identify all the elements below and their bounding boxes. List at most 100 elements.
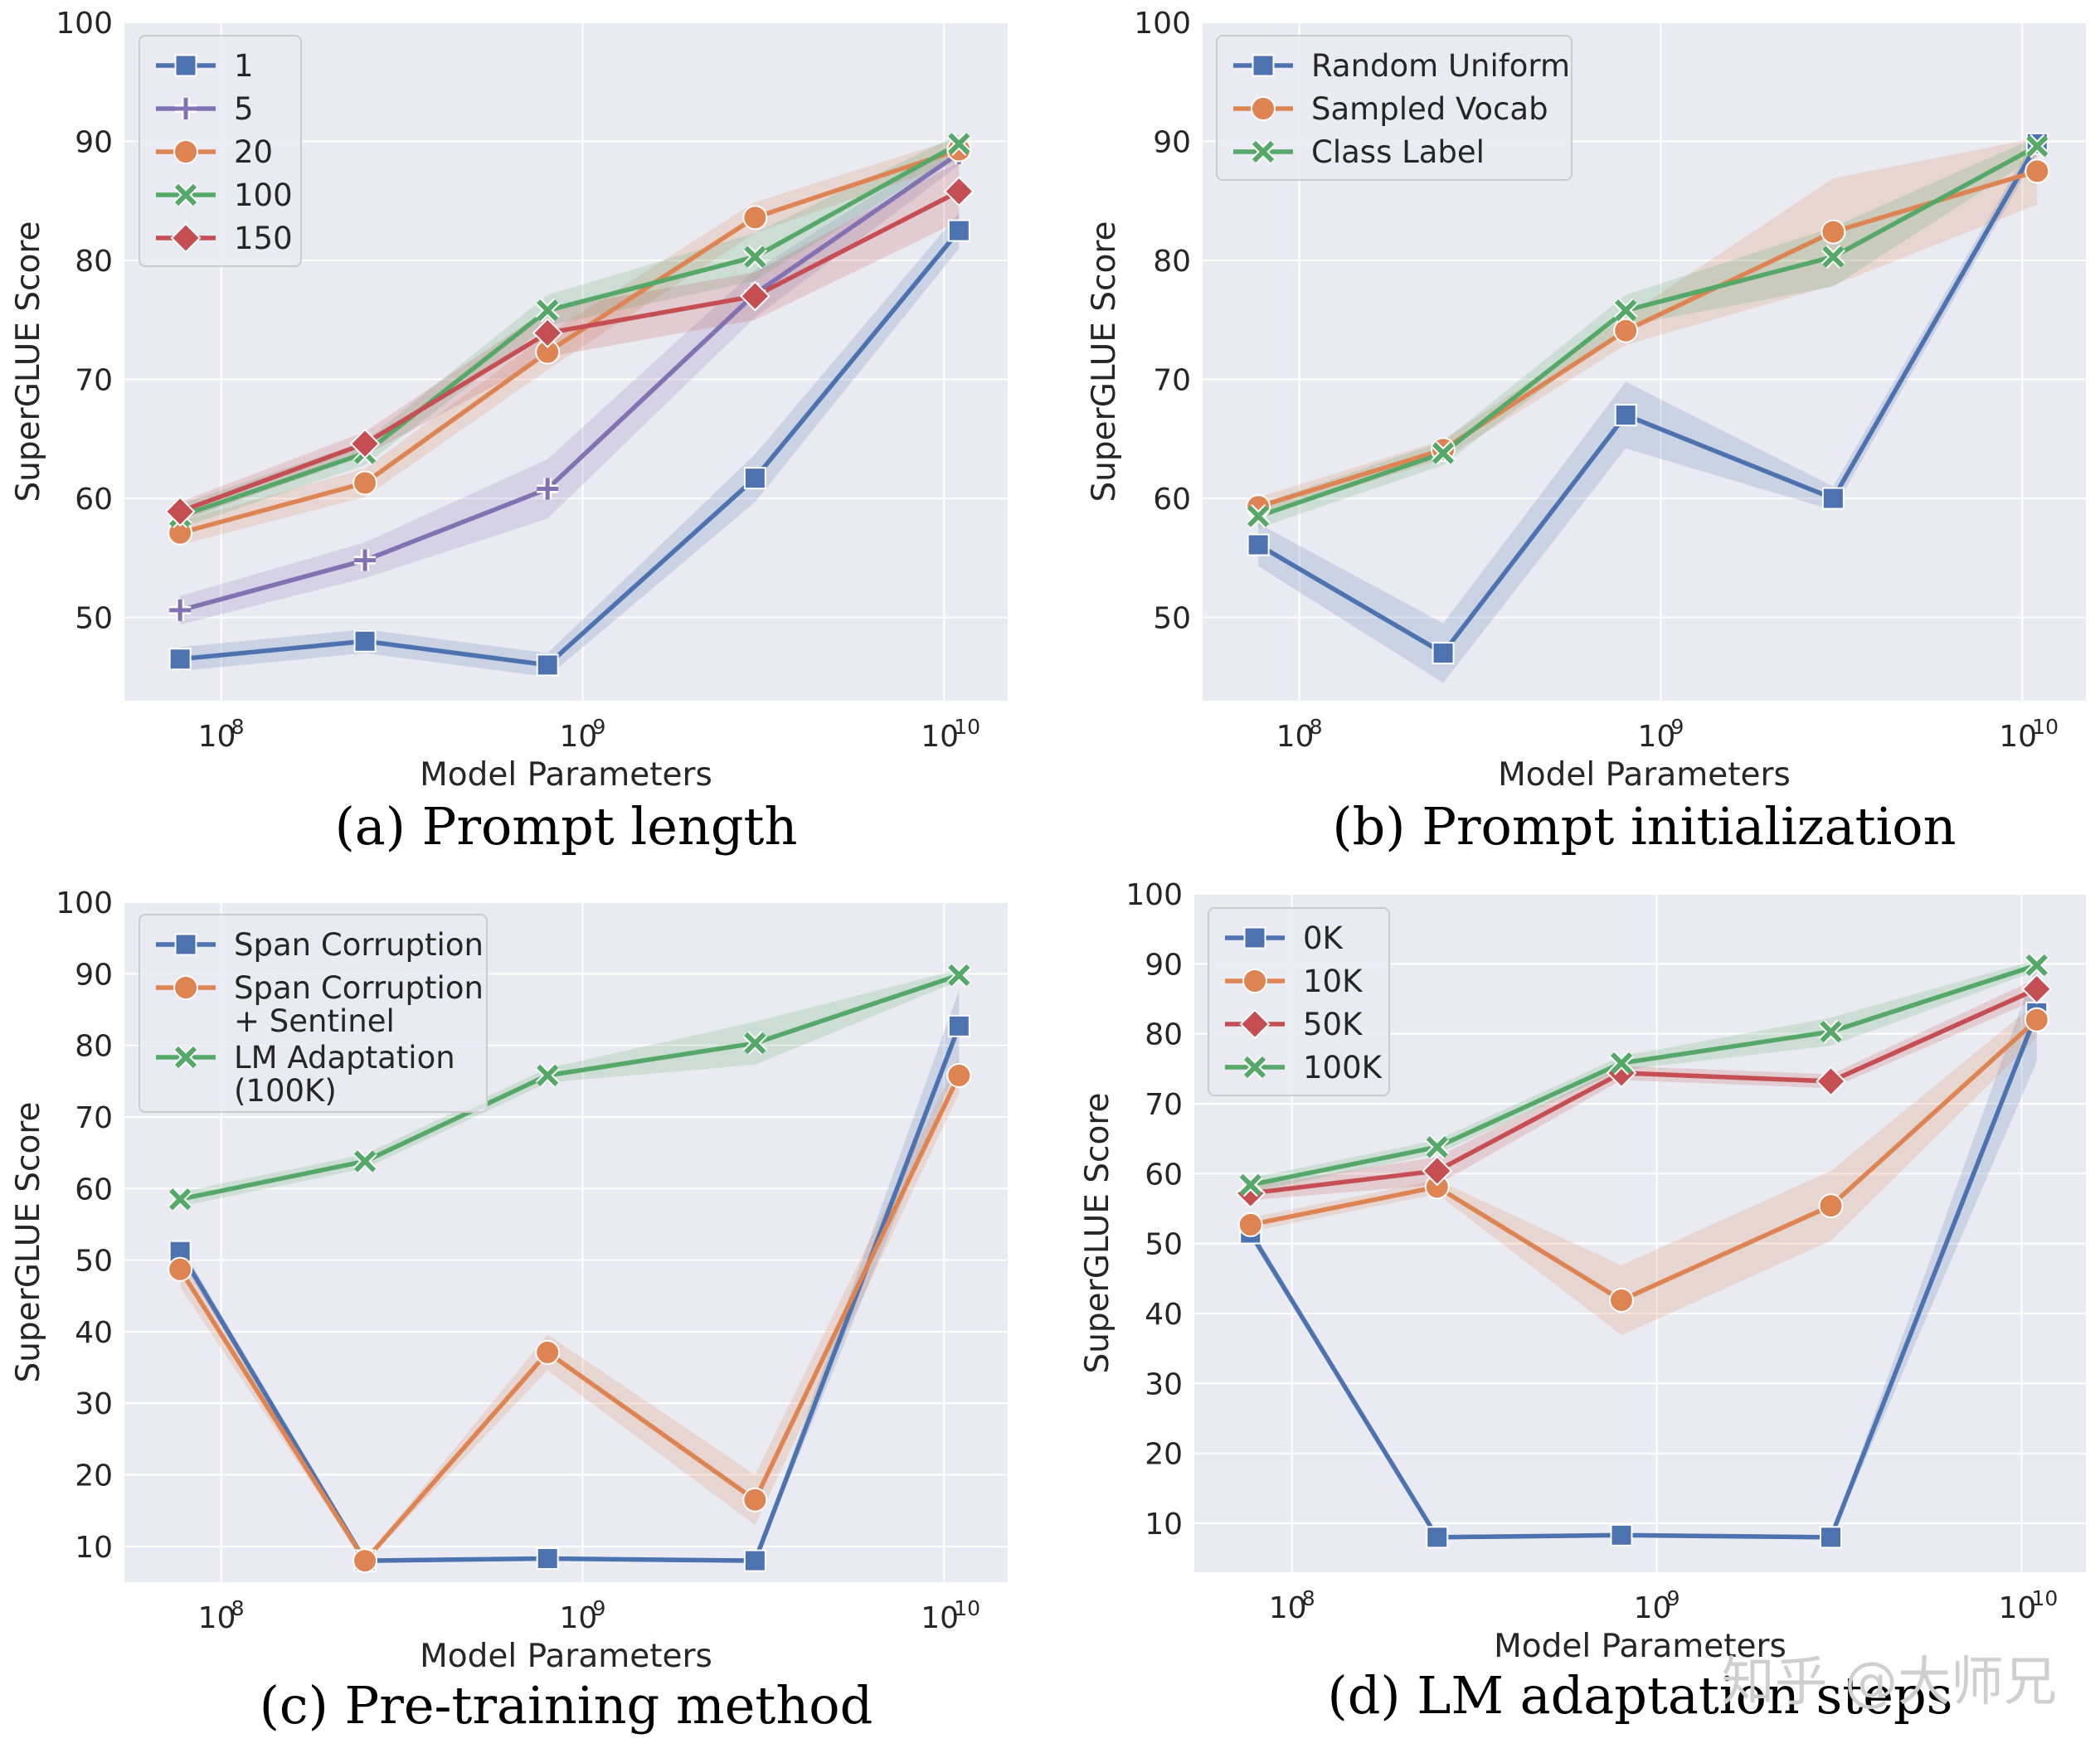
data-point-marker	[353, 1150, 377, 1173]
x-tick-label: 10	[198, 720, 236, 754]
data-point-marker	[352, 1548, 378, 1574]
confidence-band	[1250, 959, 2037, 1192]
data-point-marker	[536, 653, 559, 677]
x-tick-label: 10	[1637, 720, 1675, 754]
legend: Random Uniform Sampled Vocab Class Label	[1216, 35, 1573, 181]
legend-label: Span Corruption	[234, 927, 484, 963]
data-point-marker	[743, 1549, 766, 1572]
data-point-marker	[1818, 1193, 1844, 1219]
data-point-marker	[1432, 642, 1455, 665]
legend-label: Sampled Vocab	[1311, 91, 1548, 127]
legend-marker	[174, 1046, 197, 1069]
y-tick-label: 90	[75, 958, 113, 992]
data-point-marker	[1816, 1066, 1846, 1097]
x-tick-exponent: 9	[592, 715, 605, 739]
data-point-marker	[537, 299, 559, 322]
y-tick-label: 30	[75, 1387, 113, 1421]
y-tick-label: 50	[1145, 1228, 1183, 1262]
data-point-marker	[1821, 487, 1845, 510]
legend-marker	[175, 98, 197, 119]
data-point-marker	[1610, 1523, 1633, 1547]
confidence-band	[180, 141, 960, 625]
data-point-marker	[946, 1062, 972, 1088]
y-tick-label: 10	[75, 1531, 113, 1565]
data-point-marker	[744, 1032, 766, 1055]
legend-box	[139, 914, 488, 1113]
x-tick-label: 10	[198, 1601, 236, 1635]
confidence-band	[1250, 978, 2037, 1201]
data-point-marker	[352, 470, 378, 496]
confidence-band	[1250, 1002, 2037, 1336]
data-point-marker	[532, 318, 563, 348]
data-point-marker	[2024, 1007, 2049, 1032]
legend-marker	[1252, 54, 1275, 77]
data-point-marker	[1615, 299, 1637, 322]
y-axis-title: SuperGLUE Score	[10, 221, 47, 502]
x-tick-exponent: 9	[592, 1596, 605, 1620]
x-axis-title: Model Parameters	[1498, 756, 1791, 794]
data-point-marker	[349, 428, 381, 459]
legend-label: LM Adaptation	[234, 1040, 455, 1076]
data-point-marker	[1247, 505, 1270, 527]
x-tick-exponent: 9	[1670, 715, 1684, 739]
panel-caption: (c) Pre-training method	[260, 1675, 873, 1736]
y-tick-label: 90	[1145, 948, 1183, 982]
data-point-marker	[537, 478, 559, 500]
data-point-marker	[947, 219, 970, 242]
x-tick-label: 10	[1276, 720, 1315, 754]
y-tick-label: 10	[1145, 1508, 1183, 1542]
data-point-marker	[353, 629, 377, 653]
x-tick-exponent: 8	[1302, 1586, 1315, 1610]
legend-marker	[174, 933, 197, 956]
y-tick-label: 20	[1145, 1438, 1183, 1472]
panel-caption: (a) Prompt length	[335, 796, 798, 857]
data-point-marker	[2021, 974, 2053, 1005]
data-point-marker	[169, 599, 192, 621]
x-tick-label: 10	[1269, 1591, 1307, 1625]
x-tick-label: 10	[1999, 1591, 2037, 1625]
y-axis-title: SuperGLUE Score	[10, 1101, 47, 1382]
y-tick-label: 100	[56, 7, 113, 41]
data-point-marker	[1432, 442, 1455, 464]
y-tick-label: 80	[75, 245, 113, 279]
watermark-text: 知乎 @大师兄	[1722, 1652, 2057, 1713]
data-point-marker	[537, 1064, 559, 1087]
data-point-marker	[1820, 219, 1846, 245]
data-point-marker	[535, 1339, 561, 1365]
x-axis-title: Model Parameters	[1494, 1628, 1786, 1665]
y-tick-label: 90	[75, 126, 113, 160]
data-point-marker	[744, 245, 766, 268]
data-point-marker	[1426, 1526, 1449, 1549]
y-tick-label: 20	[75, 1459, 113, 1493]
x-tick-label: 10	[559, 720, 597, 754]
x-tick-label: 10	[921, 1601, 959, 1635]
y-tick-label: 30	[1145, 1367, 1183, 1401]
legend-marker	[1239, 1008, 1271, 1040]
legend-label: Span Corruption	[234, 970, 484, 1006]
y-tick-label: 70	[1153, 364, 1191, 398]
data-point-marker	[2025, 954, 2048, 977]
y-tick-label: 50	[75, 602, 113, 636]
data-point-marker	[948, 133, 970, 155]
data-point-marker	[1822, 245, 1845, 268]
y-tick-label: 50	[1153, 602, 1191, 636]
data-point-marker	[743, 467, 766, 490]
confidence-band	[180, 138, 960, 546]
legend-label: 0K	[1303, 920, 1344, 956]
y-tick-label: 60	[1145, 1158, 1183, 1192]
x-tick-label: 10	[1634, 1591, 1672, 1625]
data-point-marker	[1426, 1136, 1448, 1158]
panel-caption: (d) LM adaptation steps	[1328, 1665, 1953, 1726]
legend-marker	[173, 139, 198, 164]
y-tick-label: 60	[75, 483, 113, 517]
y-tick-label: 40	[1145, 1298, 1183, 1332]
legend-marker	[1251, 96, 1276, 121]
x-tick-exponent: 10	[954, 715, 980, 739]
data-point-marker	[1237, 1212, 1263, 1237]
data-point-marker	[169, 1188, 192, 1211]
data-point-marker	[947, 1014, 970, 1037]
y-tick-label: 80	[1153, 245, 1191, 279]
x-tick-label: 10	[921, 720, 959, 754]
